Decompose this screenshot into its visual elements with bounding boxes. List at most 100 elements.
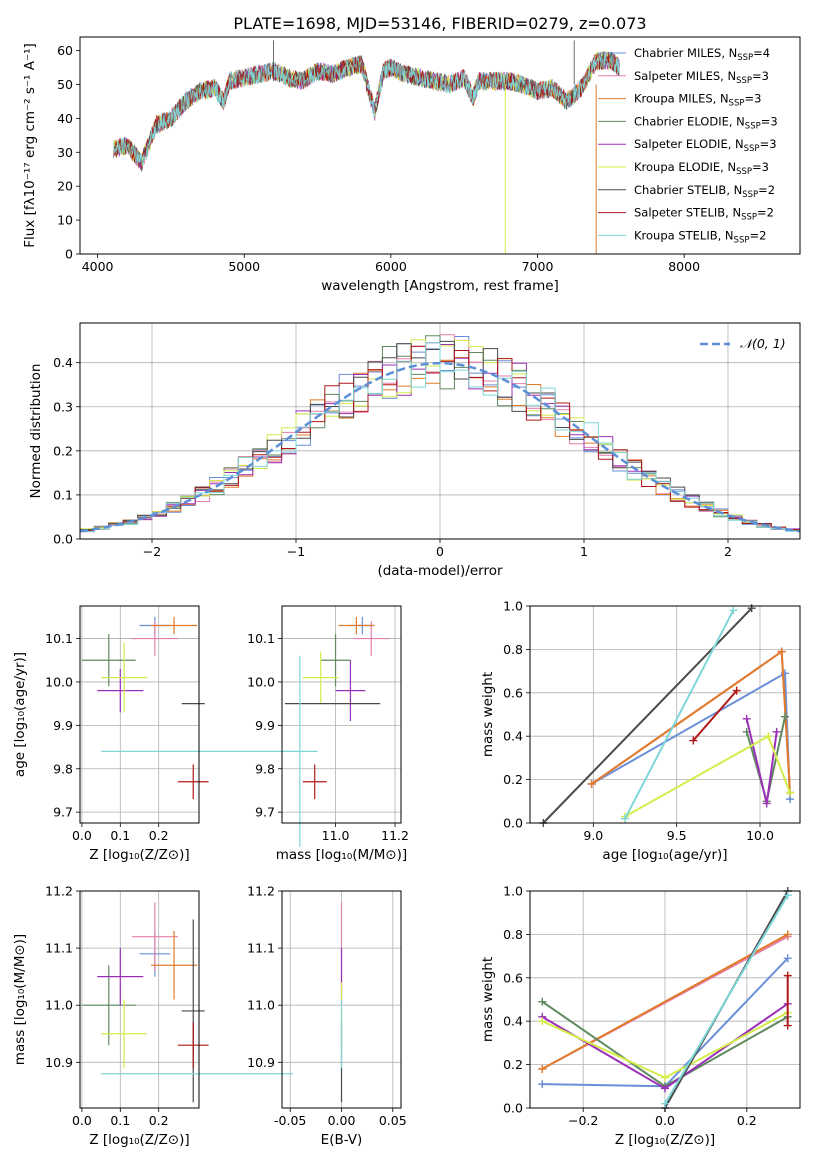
y-tick-label: 0.6 [503, 970, 523, 985]
y-axis-label: age [log₁₀(age/yr)] [12, 652, 28, 777]
errorbar-point-kroupa_elodie [101, 999, 148, 1069]
y-tick-label: 9.8 [255, 761, 275, 776]
y-tick-label: 0.8 [503, 927, 523, 942]
x-tick-label: 11.2 [381, 828, 409, 843]
errorbar-point-salpeter_elodie [335, 660, 366, 722]
errorbar-point-chabrier_elodie [320, 634, 351, 687]
y-tick-label: 1.0 [503, 884, 523, 899]
y-tick-label: 0.3 [53, 399, 73, 414]
y-tick-label: 0.4 [503, 1014, 523, 1029]
legend-label-kroupa_stelib: Kroupa STELIB, NSSP=2 [634, 228, 766, 245]
legend-label-chabrier_elodie: Chabrier ELODIE, NSSP=3 [634, 114, 778, 131]
weight-line-kroupa_miles [541, 933, 789, 1070]
weight-marker-kroupa_elodie [764, 732, 773, 741]
y-axis-label: Flux [fλ10⁻¹⁷ erg cm⁻² s⁻¹ A⁻¹] [22, 43, 38, 248]
errorbar-point-chabrier_stelib [181, 919, 205, 1103]
x-tick-label: −1 [287, 544, 305, 559]
y-tick-label: 0 [65, 247, 73, 262]
y-tick-label: 0.4 [503, 729, 523, 744]
x-tick-label: 9.0 [583, 828, 603, 843]
weight-marker-salpeter_elodie [742, 714, 751, 723]
weight-marker-kroupa_elodie [661, 1073, 669, 1082]
y-tick-label: 10.1 [247, 631, 275, 646]
weight-marker-kroupa_stelib [729, 606, 738, 615]
weight-marker-kroupa_elodie [786, 788, 794, 797]
legend-label-kroupa_elodie: Kroupa ELODIE, NSSP=3 [634, 160, 769, 177]
x-axis-label: mass [log₁₀(M/M⊙)] [276, 847, 407, 863]
y-tick-label: 60 [57, 43, 73, 58]
x-tick-label: 0.2 [149, 1113, 169, 1128]
errorbar-point-salpeter_miles [131, 902, 178, 971]
spectrum-line-chabrier_stelib [113, 51, 620, 165]
y-tick-label: 9.9 [53, 718, 73, 733]
axes-weight_vs_age: 9.0 9.5 10.0 0.0 0.2 0.4 0.6 0.8 1.0 age [log₁₀(a… [480, 599, 801, 863]
y-axis-label: mass weight [480, 672, 496, 757]
x-tick-label: -0.05 [274, 1113, 306, 1128]
plot-area [113, 40, 620, 254]
y-axis-label: mass weight [480, 957, 496, 1042]
gaussian-curve [79, 361, 801, 533]
legend-label-salpeter_miles: Salpeter MILES, NSSP=3 [634, 69, 769, 86]
weight-marker-chabrier_elodie [538, 997, 547, 1006]
errorbar-point-chabrier_elodie [81, 965, 136, 1046]
x-tick-label: 0.2 [149, 828, 169, 843]
weight-marker-salpeter_elodie [661, 1084, 669, 1093]
y-tick-label: 0.4 [53, 355, 73, 370]
axes-weight_vs_Z: −0.2 0.0 0.2 0.0 0.2 0.4 0.6 0.8 1.0 Z [log₁₀(Z/Z… [480, 884, 801, 1148]
x-axis-label: Z [log₁₀(Z/Z⊙)] [89, 847, 189, 863]
legend-label-chabrier_stelib: Chabrier STELIB, NSSP=2 [634, 183, 775, 200]
weight-marker-salpeter_stelib [783, 971, 792, 980]
gridlines [80, 890, 199, 1108]
x-axis-label: wavelength [Angstrom, rest frame] [321, 278, 559, 294]
errorbar-point-kroupa_elodie [302, 651, 339, 704]
y-tick-label: 20 [57, 179, 73, 194]
legend-label-salpeter_stelib: Salpeter STELIB, NSSP=2 [634, 206, 774, 223]
y-tick-label: 0.0 [503, 816, 523, 831]
y-tick-label: 0.0 [53, 532, 73, 547]
weight-marker-salpeter_stelib [689, 736, 698, 745]
y-tick-label: 10.0 [247, 674, 275, 689]
y-tick-label: 11.2 [45, 884, 73, 899]
y-tick-label: 10.0 [45, 674, 73, 689]
errorbar-point-chabrier_elodie [81, 634, 136, 687]
weight-marker-kroupa_elodie [538, 1017, 547, 1026]
x-axis-label: (data-model)/error [377, 563, 503, 579]
spectrum-line-chabrier_elodie [113, 51, 620, 173]
y-tick-label: 9.9 [255, 718, 275, 733]
x-tick-label: 0.0 [72, 828, 92, 843]
y-tick-label: 11.0 [247, 998, 275, 1013]
x-tick-label: 9.5 [667, 828, 687, 843]
x-tick-label: −0.2 [568, 1113, 598, 1128]
axes-frame [281, 605, 402, 824]
spectrum-line-kroupa_elodie [113, 51, 620, 169]
figure-title: PLATE=1698, MJD=53146, FIBERID=0279, z=0… [233, 14, 646, 33]
weight-marker-salpeter_elodie [772, 727, 781, 736]
x-tick-label: 2 [724, 544, 732, 559]
plot-area [79, 334, 801, 533]
weight-marker-salpeter_stelib [732, 686, 741, 695]
legend-label-chabrier_miles: Chabrier MILES, NSSP=4 [634, 46, 770, 63]
gridlines [80, 606, 199, 823]
y-tick-label: 0.6 [503, 685, 523, 700]
weight-line-kroupa_elodie [624, 734, 791, 818]
weight-line-kroupa_stelib [664, 894, 789, 1105]
axes-frame [529, 605, 801, 824]
spectrum-legend: Chabrier MILES, NSSP=4 Salpeter MILES, NS… [598, 46, 778, 245]
x-tick-label: 0.05 [379, 1113, 407, 1128]
y-tick-label: 10 [57, 213, 73, 228]
x-axis-label: E(B-V) [321, 1132, 363, 1148]
errorbar-point-kroupa_stelib [282, 655, 318, 847]
axes-frame [79, 36, 801, 255]
plot-area [538, 887, 792, 1112]
errorbar-point-salpeter_stelib [177, 1022, 209, 1069]
plot-area [81, 616, 294, 800]
x-tick-label: 0.2 [737, 1113, 757, 1128]
errorbar-point-salpeter_elodie [97, 668, 144, 713]
weight-marker-kroupa_stelib [621, 814, 629, 823]
spectrum-line-kroupa_stelib [113, 52, 620, 167]
axes-residuals: −2 −1 0 1 2 0.0 0.1 0.2 0.3 0.4 𝒩(0, 1) (data-model… [28, 322, 801, 579]
spectrum-line-salpeter_stelib [113, 51, 620, 170]
plot-area [282, 616, 390, 847]
x-tick-label: 11.0 [322, 828, 350, 843]
weight-marker-salpeter_elodie [762, 799, 771, 808]
